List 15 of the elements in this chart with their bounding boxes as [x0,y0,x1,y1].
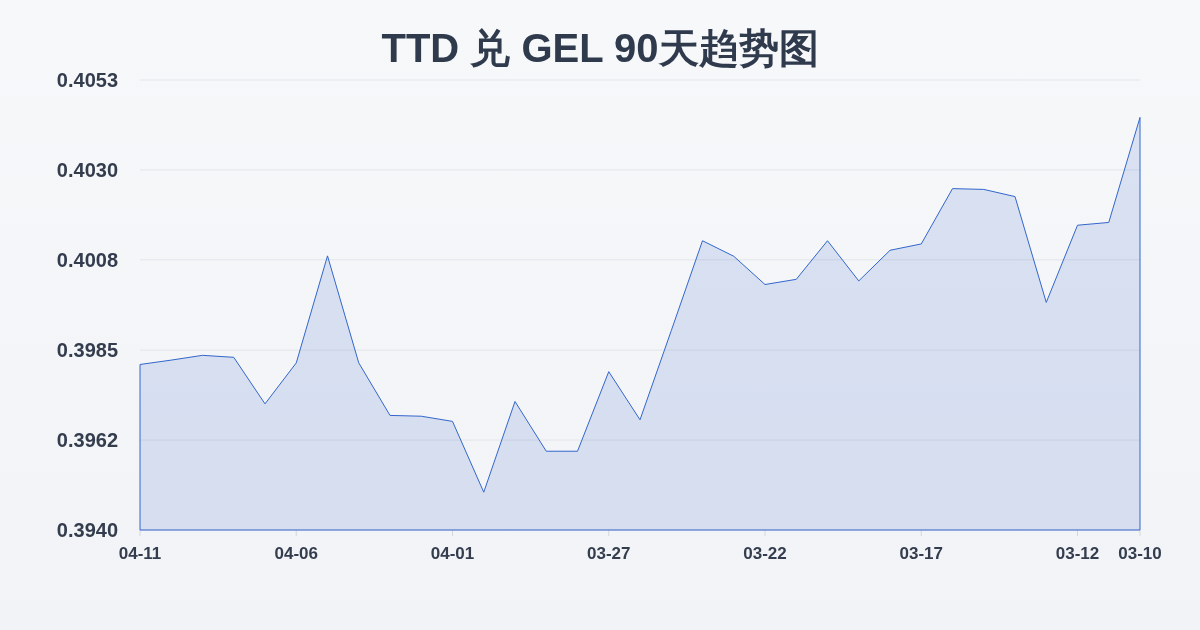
x-tick-label: 03-12 [1055,544,1100,563]
y-tick-label: 0.4053 [56,69,118,91]
x-tick-label: 04-06 [274,544,318,563]
x-tick-label: 04-11 [118,544,162,563]
y-tick-label: 0.3940 [56,519,118,541]
y-tick-label: 0.4008 [56,248,118,271]
x-tick-label: 03-17 [899,544,943,563]
y-tick-label: 0.4030 [56,158,118,181]
x-tick-label: 03-27 [587,544,631,563]
y-tick-label: 0.3985 [56,339,118,362]
x-tick-label: 04-01 [430,544,475,563]
y-tick-label: 0.3962 [56,429,118,452]
chart-title: TTD 兑 GEL 90天趋势图 [381,26,819,70]
x-tick-label: 03-22 [743,544,787,563]
x-tick-label: 03-10 [1118,544,1162,563]
